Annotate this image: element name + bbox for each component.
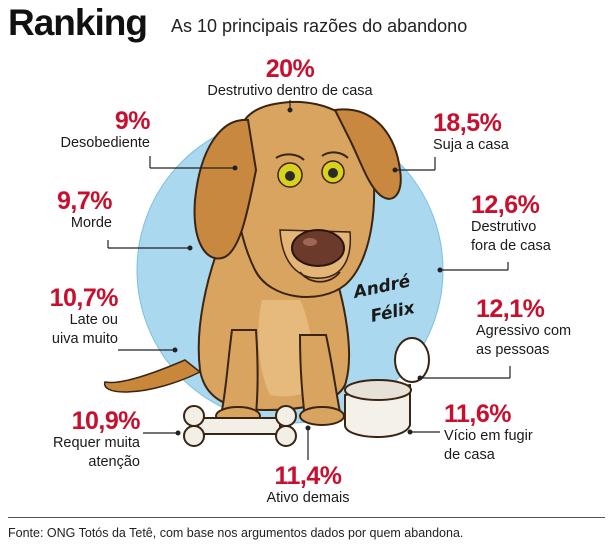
page-subtitle: As 10 principais razões do abandono — [171, 16, 468, 36]
reason-morde: 9,7% Morde — [10, 188, 112, 233]
reason-label: Destrutivo — [471, 219, 537, 235]
reason-fugir: 11,6% Vício em fugir de casa — [444, 401, 533, 465]
page-title: Ranking — [8, 2, 148, 43]
reason-percent: 10,9% — [71, 407, 141, 435]
reason-label: Suja a casa — [433, 137, 509, 153]
reason-percent: 9% — [114, 107, 151, 135]
reason-destrutivo-dentro: 20% Destrutivo dentro de casa — [195, 56, 385, 101]
reason-percent: 9,7% — [57, 187, 112, 215]
reason-label: Ativo demais — [266, 490, 350, 506]
dog-ear-left — [193, 118, 258, 260]
reason-percent: 12,1% — [476, 295, 545, 323]
reason-label: Desobediente — [60, 135, 151, 151]
reason-label: fora de casa — [471, 238, 551, 254]
reason-label: Morde — [70, 215, 112, 231]
dog-tail — [103, 359, 202, 393]
reason-atencao: 10,9% Requer muita atenção — [20, 407, 141, 472]
reason-label: Late ou — [69, 312, 118, 328]
reason-label: Vício em fugir — [444, 428, 533, 444]
reason-percent: 12,6% — [471, 191, 540, 219]
dog-ear-right — [333, 108, 402, 200]
reason-ativo: 11,4% Ativo demais — [238, 463, 378, 508]
reason-percent: 18,5% — [433, 109, 502, 137]
reason-percent: 20% — [265, 55, 315, 83]
reason-label: Agressivo com — [476, 323, 572, 339]
reason-late: 10,7% Late ou uiva muito — [10, 284, 119, 349]
reason-percent: 11,4% — [274, 462, 342, 490]
reason-agressivo: 12,1% Agressivo com as pessoas — [476, 296, 571, 360]
reason-desobediente: 9% Desobediente — [20, 107, 151, 153]
reason-percent: 10,7% — [49, 284, 119, 312]
reason-label: atenção — [88, 454, 140, 470]
dog-nose — [291, 229, 345, 267]
source-note: Fonte: ONG Totós da Tetê, com base nos a… — [8, 526, 464, 540]
reason-destrutivo-fora: 12,6% Destrutivo fora de casa — [471, 192, 551, 256]
reason-label: uiva muito — [51, 331, 118, 347]
bone — [183, 405, 297, 447]
reason-suja: 18,5% Suja a casa — [433, 110, 509, 155]
leader-lines — [107, 100, 511, 460]
reason-label: de casa — [444, 447, 495, 463]
reason-label: Requer muita — [52, 435, 140, 451]
reason-label: Destrutivo dentro de casa — [207, 83, 373, 99]
broken-pot — [344, 337, 430, 438]
reason-percent: 11,6% — [444, 400, 512, 428]
footer-divider — [8, 517, 605, 518]
reason-label: as pessoas — [476, 342, 550, 358]
